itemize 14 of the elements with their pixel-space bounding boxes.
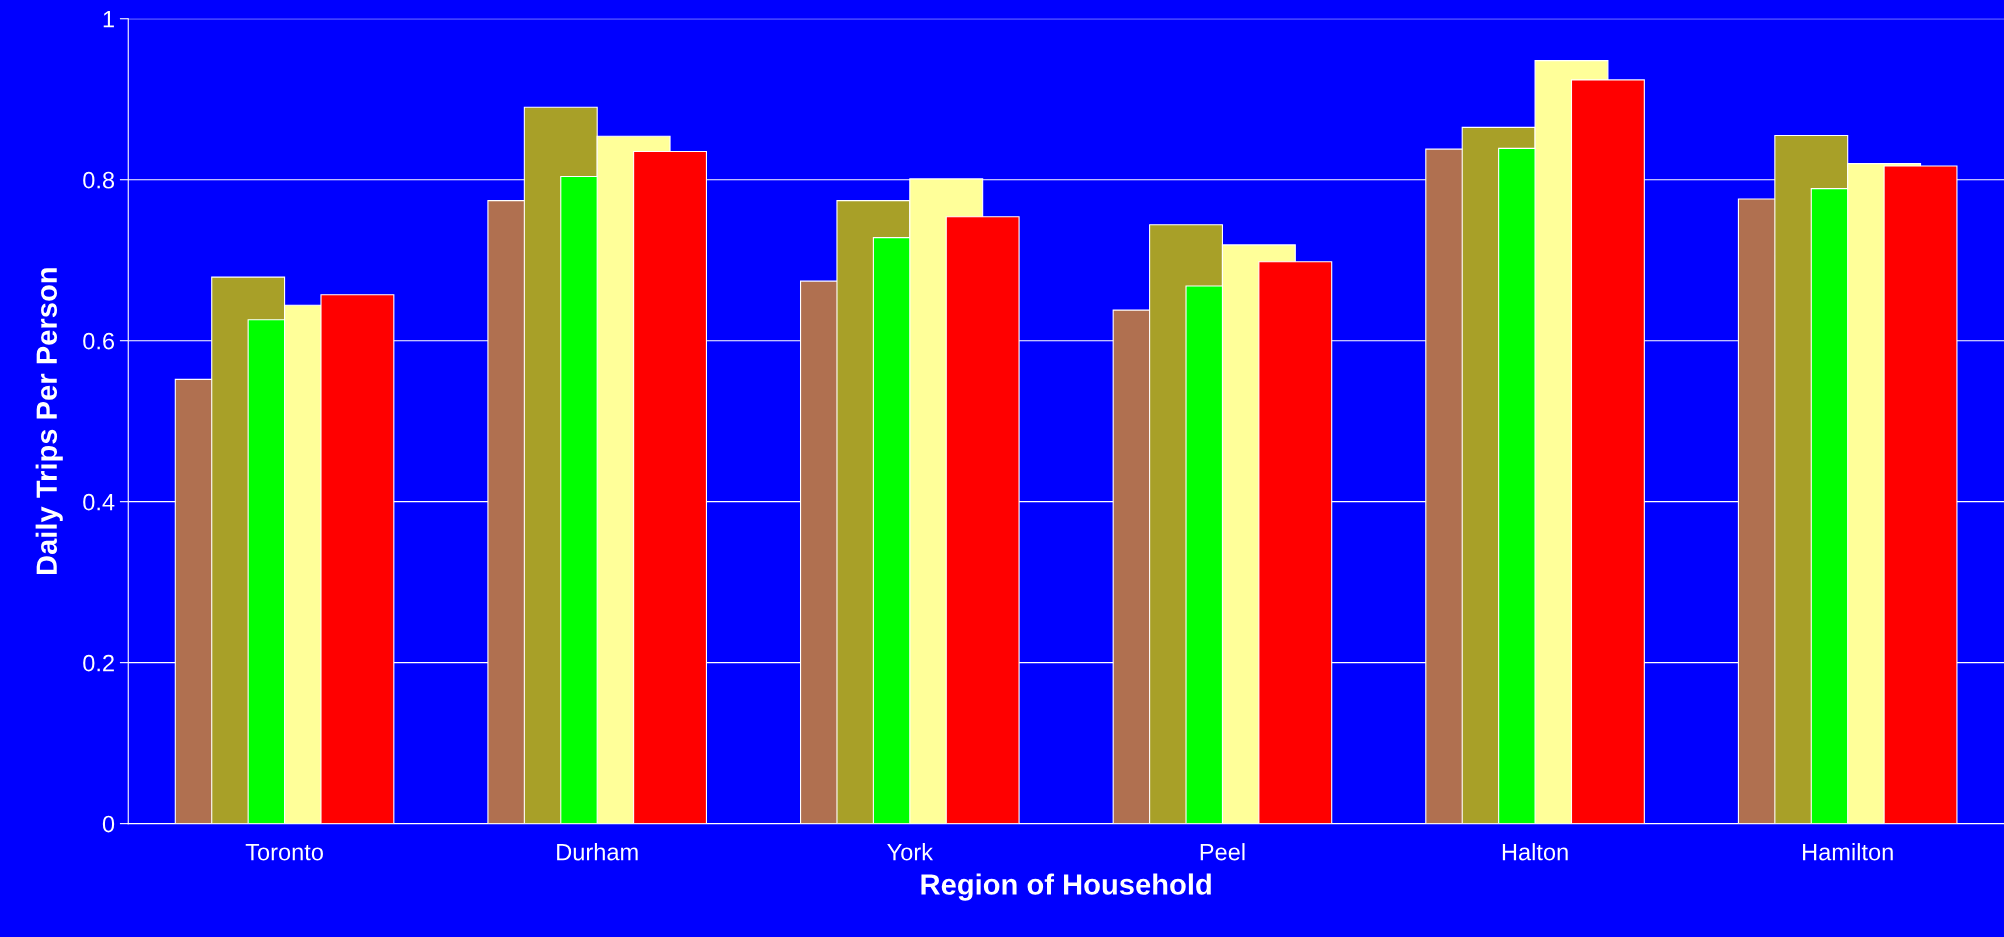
x-axis-title: Region of Household [921,873,1211,901]
y-tick-label: 0.6 [83,332,115,350]
y-tick-label: 0.8 [83,171,115,189]
y-tick-label: 0.2 [83,654,114,672]
x-tick-label: Halton [1502,843,1568,861]
x-tick-label: Durham [557,843,638,861]
y-tick-label: 1 [103,11,114,28]
x-tick-label: Peel [1200,843,1245,861]
x-tick-label: Hamilton [1803,843,1893,861]
y-axis-title: Daily Trips Per Person [35,268,63,575]
y-tick-label: 0 [102,815,115,833]
y-tick-label: 0.4 [83,493,115,511]
x-tick-label: Toronto [245,843,323,861]
x-tick-label: York [887,843,934,861]
